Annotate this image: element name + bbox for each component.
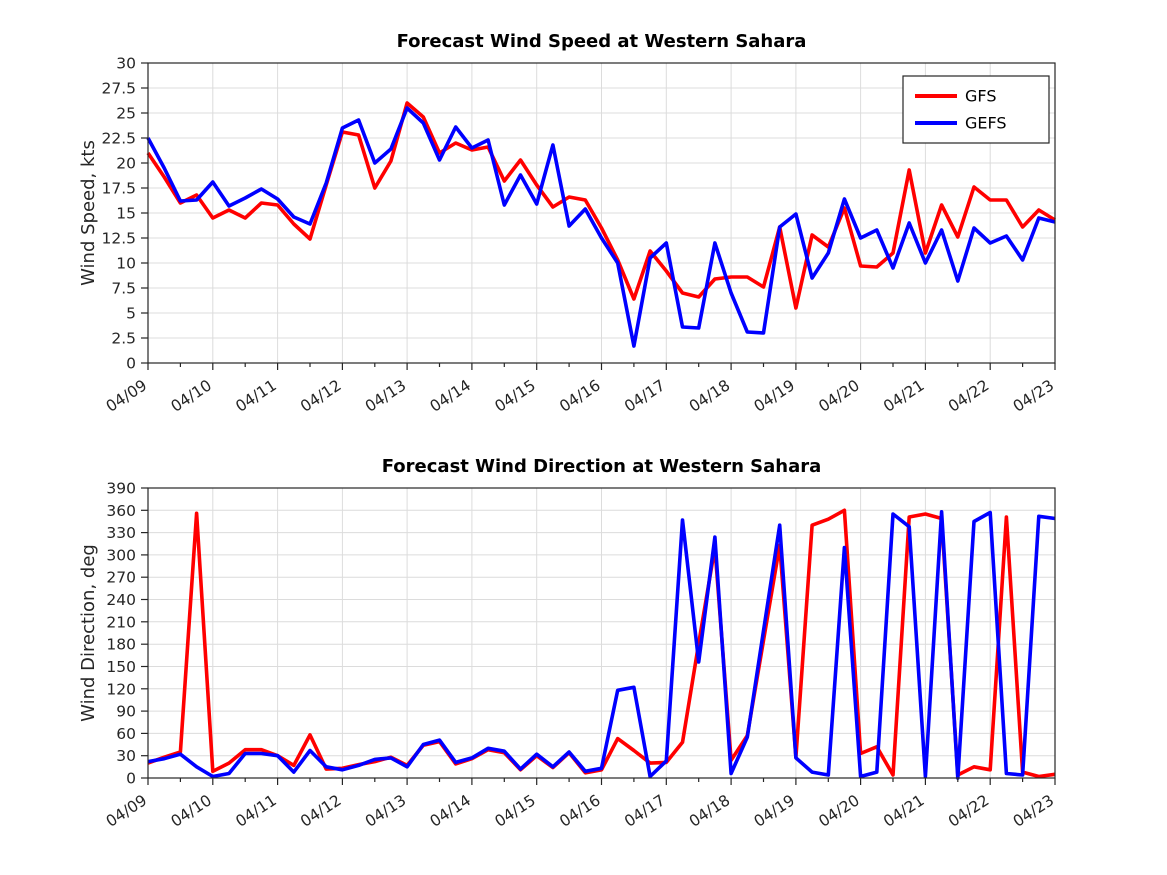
legend: GFS GEFS: [902, 75, 1050, 144]
y-tick-label: 0: [126, 770, 136, 788]
y-tick-label: 22.5: [101, 130, 136, 148]
y-tick-label: 180: [106, 636, 136, 654]
legend-label: GEFS: [965, 114, 1007, 133]
panel-title: Forecast Wind Direction at Western Sahar…: [382, 456, 822, 477]
y-tick-label: 30: [116, 55, 136, 73]
y-axis-label: Wind Speed, kts: [78, 140, 99, 286]
y-tick-label: 17.5: [101, 180, 136, 198]
y-axis-label: Wind Direction, deg: [78, 544, 99, 722]
y-tick-label: 5: [126, 305, 136, 323]
y-tick-label: 27.5: [101, 80, 136, 98]
y-tick-label: 150: [106, 658, 136, 676]
legend-box: [902, 75, 1050, 144]
legend-item-gfs: GFS: [915, 87, 996, 106]
y-tick-label: 30: [116, 747, 136, 765]
y-tick-label: 360: [106, 502, 136, 520]
y-tick-labels: 0 30 60 90 120 150 180 210 240 270 300 330 360 390: [106, 480, 136, 788]
y-tick-label: 210: [106, 613, 136, 631]
y-tick-label: 90: [116, 703, 136, 721]
gefs-line: [147, 509, 1056, 780]
y-tick-label: 10: [116, 255, 136, 273]
y-tick-label: 2.5: [111, 330, 136, 348]
y-tick-label: 330: [106, 524, 136, 542]
y-tick-label: 20: [116, 155, 136, 173]
y-tick-labels: 0 2.5 5 7.5 10 12.5 15 17.5 20 22.5 25 27.5 30: [101, 55, 136, 373]
y-tick-label: 25: [116, 105, 136, 123]
y-tick-label: 60: [116, 725, 136, 743]
panel-title: Forecast Wind Speed at Western Sahara: [397, 31, 807, 52]
gefs-line: [146, 106, 1056, 348]
y-tick-label: 300: [106, 546, 136, 564]
gfs-line: [146, 101, 1056, 310]
axis-ticks: [141, 487, 1056, 785]
y-tick-label: 390: [106, 480, 136, 498]
y-tick-label: 12.5: [101, 230, 136, 248]
axis-ticks: [141, 62, 1056, 370]
y-tick-label: 240: [106, 591, 136, 609]
y-tick-label: 270: [106, 569, 136, 587]
legend-item-gefs: GEFS: [915, 114, 1007, 133]
y-tick-label: 0: [126, 355, 136, 373]
y-tick-label: 15: [116, 205, 136, 223]
y-tick-label: 7.5: [111, 280, 136, 298]
legend-label: GFS: [965, 87, 996, 106]
y-tick-label: 120: [106, 680, 136, 698]
